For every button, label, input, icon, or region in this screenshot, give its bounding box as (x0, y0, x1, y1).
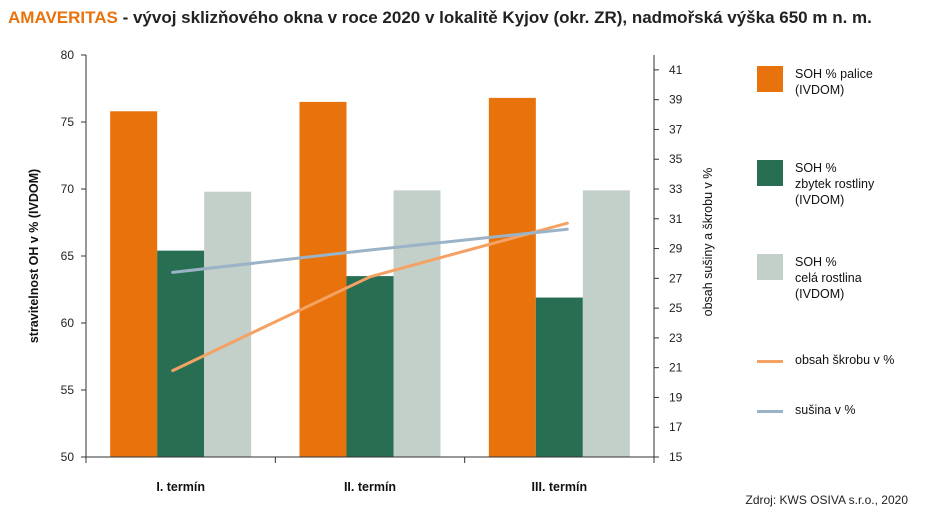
y-right-tick-label: 21 (669, 361, 683, 375)
title-text: - vývoj sklizňového okna v roce 2020 v l… (117, 8, 872, 27)
bar-s2-1 (157, 250, 205, 457)
y-right-tick-label: 37 (669, 122, 683, 136)
legend-item-2: SOH % zbytek rostliny (IVDOM) (757, 160, 874, 208)
y-right-tick-label: 15 (669, 450, 683, 464)
legend-swatch-2 (757, 160, 783, 186)
title-brand: AMAVERITAS (8, 8, 118, 27)
chart-legend: SOH % palice (IVDOM) SOH % zbytek rostlin… (757, 66, 947, 436)
y-axis-right-title: obsah sušiny a škrobu v % (701, 168, 715, 317)
y-left-tick-label: 80 (61, 48, 75, 62)
line-series-1 (171, 221, 569, 373)
bar-s2-3 (535, 297, 583, 457)
bar-s3-3 (582, 190, 630, 457)
legend-item-1: SOH % palice (IVDOM) (757, 66, 873, 98)
legend-item-4: obsah škrobu v % (757, 352, 894, 368)
bar-s3-1 (204, 191, 252, 457)
y-right-tick-label: 29 (669, 242, 683, 256)
bar-s1-3 (488, 97, 536, 457)
y-left-tick-label: 75 (61, 115, 75, 129)
y-right-tick-label: 41 (669, 63, 683, 77)
y-left-tick-label: 65 (61, 249, 75, 263)
chart-title: AMAVERITAS - vývoj sklizňového okna v ro… (8, 8, 872, 28)
y-right-tick-label: 19 (669, 390, 683, 404)
line-series-2 (171, 227, 569, 274)
y-axis-left-title: stravitelnost OH v % (IVDOM) (27, 169, 41, 343)
y-right-tick-label: 39 (669, 93, 683, 107)
bar-s2-2 (346, 276, 394, 457)
legend-item-3: SOH % celá rostlina (IVDOM) (757, 254, 862, 302)
y-right-tick-label: 17 (669, 420, 683, 434)
bar-s3-2 (393, 190, 441, 457)
legend-swatch-5 (757, 410, 783, 413)
legend-swatch-4 (757, 360, 783, 363)
bar-s1-2 (299, 101, 347, 458)
legend-label-1: SOH % palice (IVDOM) (795, 67, 873, 97)
y-left-tick-label: 50 (61, 450, 75, 464)
legend-item-5: sušina v % (757, 402, 855, 418)
y-right-tick-label: 31 (669, 212, 683, 226)
y-left-tick-label: 60 (61, 316, 75, 330)
y-right-tick-label: 35 (669, 152, 683, 166)
y-left-tick-label: 55 (61, 383, 75, 397)
legend-swatch-1 (757, 66, 783, 92)
y-right-tick-label: 33 (669, 182, 683, 196)
legend-swatch-3 (757, 254, 783, 280)
bar-s1-1 (110, 111, 158, 457)
x-tick-label: I. termín (156, 480, 205, 494)
y-right-tick-label: 25 (669, 301, 683, 315)
y-right-tick-label: 27 (669, 271, 683, 285)
source-note: Zdroj: KWS OSIVA s.r.o., 2020 (745, 493, 908, 507)
legend-label-4: obsah škrobu v % (795, 353, 895, 367)
legend-label-5: sušina v % (795, 403, 856, 417)
y-right-tick-label: 23 (669, 331, 683, 345)
y-left-tick-label: 70 (61, 182, 75, 196)
x-tick-label: II. termín (344, 480, 396, 494)
legend-label-3: SOH % celá rostlina (IVDOM) (795, 255, 862, 301)
legend-label-2: SOH % zbytek rostliny (IVDOM) (795, 161, 875, 207)
x-tick-label: III. termín (532, 480, 588, 494)
